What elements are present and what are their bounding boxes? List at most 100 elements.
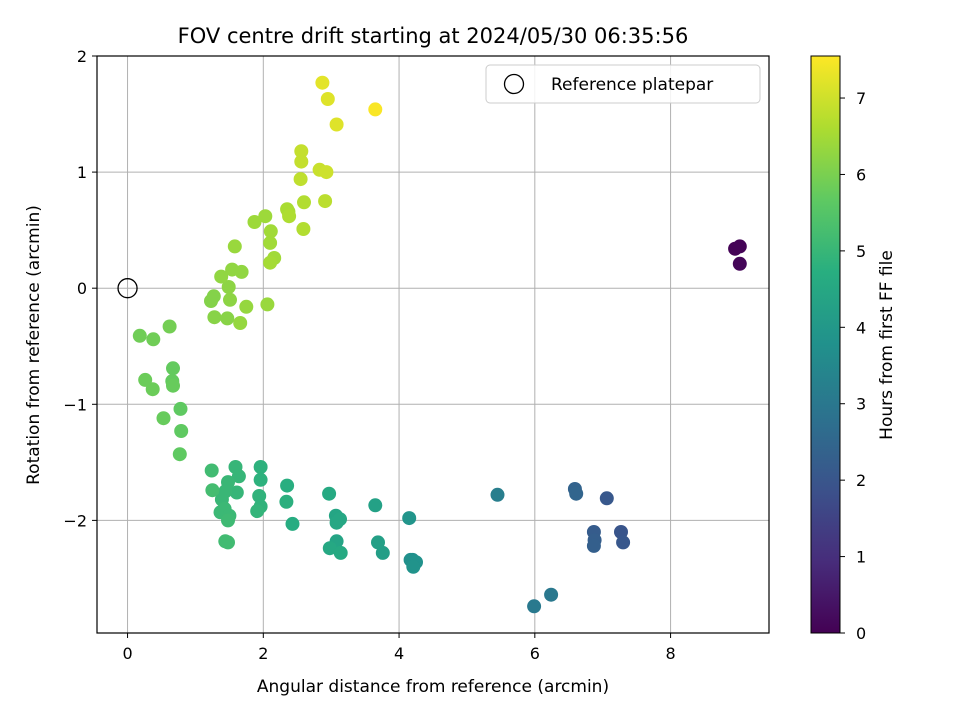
data-point [319,165,334,180]
data-point [294,144,309,159]
x-axis-label: Angular distance from reference (arcmin) [257,677,609,697]
data-point [569,486,584,501]
data-point [263,224,278,239]
y-tick-label: −1 [63,395,87,414]
data-point [166,378,180,393]
x-tick-label: 0 [122,644,132,663]
y-axis-label: Rotation from reference (arcmin) [24,205,44,485]
legend: Reference platepar [485,64,761,104]
colorbar-tick-label: 7 [856,89,866,108]
data-point [368,498,383,513]
colorbar-tick-label: 6 [856,165,866,184]
chart-title: FOV centre drift starting at 2024/05/30 … [178,24,689,48]
colorbar-tick-label: 4 [856,318,866,337]
data-point [293,172,308,187]
data-point [732,256,747,271]
data-point [402,511,417,526]
colorbar-tick-label: 1 [856,548,866,567]
data-point [527,599,542,614]
data-point [229,485,244,500]
data-point [223,292,237,307]
data-point [260,297,275,312]
colorbar-tick-label: 2 [856,471,866,490]
data-point [172,447,187,462]
data-point [239,299,254,314]
colorbar-ticks: 0 1 2 3 4 5 6 7 [840,89,866,643]
data-point [294,154,309,169]
data-point [279,494,294,509]
data-point [296,222,311,236]
data-point [207,310,222,325]
data-point [599,491,614,506]
data-point [156,411,171,426]
data-point [586,538,601,553]
colorbar-gradient [810,55,841,634]
reference-marker [117,278,138,299]
x-tick-label: 4 [394,644,404,663]
data-point [173,401,188,416]
data-point [322,541,337,556]
data-point [205,483,220,498]
data-point [252,489,267,503]
legend-label: Reference platepar [551,75,713,95]
data-point [732,239,747,254]
data-point [282,209,297,224]
data-point [285,516,300,531]
legend-reference-marker [503,73,525,95]
data-point [221,535,235,550]
legend-box [485,64,761,104]
x-tick-label: 8 [665,644,675,663]
y-axis-ticks: −2 −1 0 1 2 [63,47,97,530]
colorbar-label: Hours from first FF file [877,250,897,440]
data-point [614,525,628,539]
data-point [221,513,235,528]
data-point [214,269,229,284]
y-tick-label: 2 [77,47,87,66]
plot-frame [96,55,770,634]
y-tick-label: 1 [77,163,87,182]
data-point [166,361,180,376]
data-point [253,460,268,474]
data-point [233,316,248,330]
data-point [315,75,330,90]
data-point [221,280,236,294]
colorbar-tick-label: 0 [856,624,866,643]
data-point [333,545,348,560]
data-point [250,504,265,519]
data-point [258,209,273,224]
data-points [132,75,747,614]
data-point [280,478,295,493]
data-point [318,194,333,209]
data-point [253,472,268,487]
data-point [138,372,153,387]
data-point [263,255,278,270]
data-point [145,382,160,397]
data-point [174,424,189,438]
data-point [371,535,385,550]
data-point [220,311,235,326]
data-point [204,463,219,478]
data-point [320,92,335,106]
data-point [162,319,177,334]
data-point [616,535,631,550]
data-point [206,289,221,304]
y-tick-label: −2 [63,511,87,530]
data-point [406,559,421,574]
data-point [297,195,311,210]
data-point [132,328,147,343]
data-point [247,215,262,229]
data-point [234,264,249,279]
x-tick-label: 6 [530,644,540,663]
data-point [333,512,347,527]
data-point [490,487,505,502]
y-tick-label: 0 [77,279,87,298]
data-point [146,332,161,347]
colorbar-tick-label: 5 [856,242,866,261]
x-axis-ticks: 0 2 4 6 8 [122,633,676,663]
x-tick-label: 2 [258,644,268,663]
data-point [329,117,344,132]
data-point [375,545,390,560]
data-point [368,102,383,117]
data-point [544,587,559,602]
